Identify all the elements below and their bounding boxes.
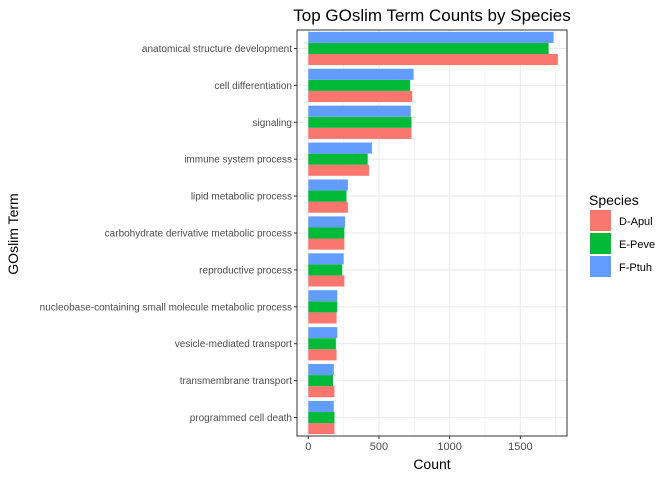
bar — [308, 201, 348, 213]
bar — [308, 364, 334, 376]
bar — [308, 423, 335, 435]
bar — [308, 386, 335, 398]
legend-label: D-Apul — [619, 216, 653, 228]
bar — [308, 290, 338, 302]
bar — [308, 338, 336, 350]
y-tick-label: nucleobase-containing small molecule met… — [40, 302, 292, 313]
y-tick-label: reproductive process — [199, 265, 292, 276]
bar — [308, 42, 549, 54]
y-tick-label: cell differentiation — [214, 81, 292, 92]
bar — [308, 349, 337, 361]
bar — [308, 227, 345, 239]
bar — [308, 142, 372, 154]
legend-swatch — [590, 210, 611, 231]
bar — [308, 275, 345, 287]
y-tick-label: lipid metabolic process — [191, 192, 292, 203]
y-tick-label: immune system process — [184, 155, 292, 166]
legend-swatch — [590, 233, 611, 254]
bar — [308, 327, 338, 339]
x-tick-label: 500 — [370, 441, 388, 453]
legend-label: F-Ptuh — [619, 262, 652, 274]
bar — [308, 153, 368, 165]
bar — [308, 68, 414, 80]
bar — [308, 179, 348, 191]
plot-panel — [296, 29, 568, 437]
bar — [308, 264, 343, 276]
bar — [308, 375, 334, 387]
bar — [308, 312, 337, 324]
bar — [308, 116, 412, 128]
x-tick-label: 1500 — [508, 441, 532, 453]
y-axis-labels: anatomical structure development cell dif… — [40, 44, 297, 424]
y-tick-label: carbohydrate derivative metabolic proces… — [105, 229, 292, 240]
y-tick-label: transmembrane transport — [180, 376, 292, 387]
x-tick-label: 0 — [305, 441, 311, 453]
bar — [308, 301, 338, 313]
legend-swatch — [590, 256, 611, 277]
bar — [308, 105, 411, 117]
x-tick-label: 1000 — [437, 441, 461, 453]
bar — [308, 400, 334, 413]
legend: Species D-Apul E-Peve F-Ptuh — [589, 192, 655, 277]
bar — [308, 238, 345, 250]
y-tick-label: vesicle-mediated transport — [175, 339, 292, 350]
bar — [308, 31, 554, 43]
chart-title: Top GOslim Term Counts by Species — [293, 6, 570, 25]
bar — [308, 412, 335, 424]
x-axis-title: Count — [413, 456, 450, 472]
legend-title: Species — [589, 192, 639, 208]
bar — [308, 79, 411, 91]
legend-label: E-Peve — [619, 239, 655, 251]
bar — [308, 53, 558, 66]
y-axis-title: GOslim Term — [5, 193, 21, 274]
bar — [308, 164, 370, 176]
x-axis-labels: 0 500 1000 1500 — [305, 436, 533, 453]
bar — [308, 216, 346, 228]
y-tick-label: programmed cell death — [190, 413, 292, 424]
bar — [308, 253, 344, 265]
y-tick-label: anatomical structure development — [142, 44, 292, 55]
bar — [308, 90, 413, 102]
y-tick-label: signaling — [253, 118, 292, 129]
bar — [308, 127, 412, 139]
bar — [308, 190, 347, 202]
